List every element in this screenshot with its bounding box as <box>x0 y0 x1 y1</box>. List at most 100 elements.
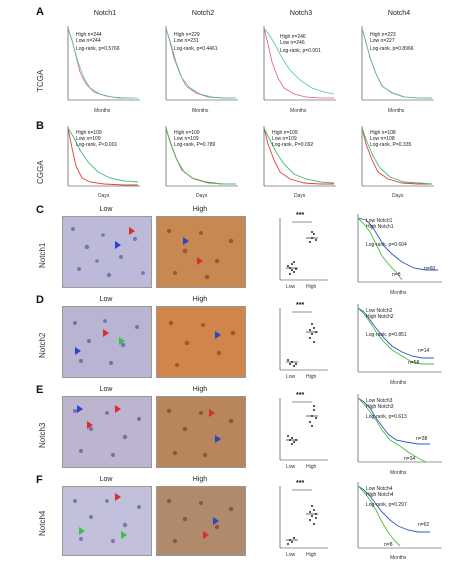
row-label-cgga: CGGA <box>36 160 45 184</box>
row-label-notch1: Notch1 <box>38 242 47 268</box>
x-axis-label: Months <box>390 555 407 561</box>
km-plot-tcga-notch4: Months High n=223 Low n=227 Log-rank, p=… <box>348 22 438 114</box>
col-head-high: High <box>192 296 208 303</box>
row-label-notch4: Notch4 <box>38 510 47 536</box>
legend-p: Log-rank, p=0.001 <box>280 48 321 54</box>
legend-high: High n=246 <box>280 34 306 40</box>
x-tick-low: Low <box>286 464 296 470</box>
km-plot-cgga-2: Days High n=109 Low n=109 Log-rank, P=0.… <box>152 122 242 200</box>
row-label-tcga: TCGA <box>36 69 45 92</box>
col-head-high: High <box>192 386 208 393</box>
n-label-b: n=58 <box>408 360 420 366</box>
dot-plot-notch2: Low High *** <box>268 302 332 391</box>
x-axis-label: Months <box>388 108 405 114</box>
x-axis-label: Months <box>94 108 111 114</box>
legend-p: Log-rank, p=0.5766 <box>76 46 120 52</box>
legend-high: High n=109 <box>76 130 102 136</box>
x-axis-label: Days <box>294 193 306 199</box>
significance-stars: *** <box>296 302 305 309</box>
x-axis-label: Months <box>192 108 209 114</box>
legend-p: Log-rank, p=0.851 <box>366 332 407 338</box>
x-axis-label: Days <box>196 193 208 199</box>
x-axis-label: Days <box>98 193 110 199</box>
km-legend: Low Notch3 High Notch3 Log-rank, p=0.613 <box>366 398 407 420</box>
km-legend: High n=244 Low n=244 Log-rank, p=0.5766 <box>76 32 120 52</box>
ihc-image-notch1-high <box>156 216 246 288</box>
gene-title-notch2: Notch2 <box>191 10 215 17</box>
ihc-image-notch4-high <box>156 486 246 556</box>
legend-high: High n=229 <box>174 32 200 38</box>
legend-low: Low Notch1 <box>366 218 393 224</box>
n-label-b: n=8 <box>384 542 393 548</box>
km-plot-cgga-3: Days High n=109 Low n=109 Log-rank, P=0.… <box>250 122 340 200</box>
significance-stars: *** <box>296 212 305 219</box>
significance-stars: *** <box>296 392 305 399</box>
panel-letter-d: D <box>36 294 44 306</box>
km-legend: Low Notch1 High Notch1 Log-rank, p=0.604 <box>366 218 407 248</box>
legend-high: High n=223 <box>370 32 396 38</box>
ihc-image-notch3-low <box>62 396 152 468</box>
legend-p: Log-rank, P=0.335 <box>370 142 412 148</box>
legend-p: Log-rank, P=0.092 <box>272 142 314 148</box>
x-tick-high: High <box>306 374 317 380</box>
n-label-b: n=34 <box>404 456 416 462</box>
km-legend: High n=109 Low n=109 Log-rank, P=0.789 <box>174 130 215 148</box>
km-svg: Days <box>263 126 336 199</box>
x-tick-high: High <box>306 464 317 470</box>
km-svg: Months <box>263 26 336 114</box>
legend-low: Low Notch4 <box>366 486 393 492</box>
km-plot-tcga-notch3: Months High n=246 Low n=246 Log-rank, p=… <box>250 22 340 114</box>
km-legend: High n=229 Low n=231 Log-rank, p=0.4461 <box>174 32 218 52</box>
km-legend: High n=246 Low n=246 Log-rank, p=0.001 <box>280 34 321 54</box>
legend-p: Log-rank, P<0.001 <box>76 142 118 148</box>
legend-high: High n=109 <box>174 130 200 136</box>
significance-stars: *** <box>296 480 305 487</box>
panel-letter-f: F <box>36 474 43 486</box>
x-tick-low: Low <box>286 552 296 558</box>
col-head-low: Low <box>99 476 113 483</box>
panel-letter-b: B <box>36 120 44 132</box>
legend-high: High Notch3 <box>366 404 394 410</box>
n-label-a: n=60 <box>424 266 436 272</box>
x-axis-label: Days <box>392 193 404 199</box>
gene-title-notch1: Notch1 <box>93 10 117 17</box>
legend-p: Log-rank, p=0.4461 <box>174 46 218 52</box>
legend-low: Low n=231 <box>174 38 199 44</box>
km-svg: Days <box>361 126 434 199</box>
km-legend: High n=108 Low n=108 Log-rank, P=0.335 <box>370 130 411 148</box>
legend-p: Log-rank, p=0.8966 <box>370 46 414 52</box>
km-plot-tcga-notch2: Months High n=229 Low n=231 Log-rank, p=… <box>152 22 242 114</box>
legend-low: Low Notch2 <box>366 308 393 314</box>
col-head-low: Low <box>99 296 113 303</box>
km-svg: Days <box>165 126 238 199</box>
legend-low: Low n=108 <box>370 136 395 142</box>
ihc-image-notch2-high <box>156 306 246 378</box>
x-tick-high: High <box>306 552 317 558</box>
km-plot-notch3: Months Low Notch3 High Notch3 Log-rank, … <box>346 390 446 478</box>
row-label-notch2: Notch2 <box>38 332 47 358</box>
legend-high: High n=108 <box>370 130 396 136</box>
km-plot-tcga-notch1: Months High n=244 Low n=244 Log-rank, p=… <box>54 22 144 114</box>
col-head-high: High <box>192 476 208 483</box>
legend-high: High n=109 <box>272 130 298 136</box>
legend-high: High Notch4 <box>366 492 394 498</box>
gene-title-notch4: Notch4 <box>387 10 411 17</box>
x-axis-label: Months <box>290 108 307 114</box>
n-label-a: n=38 <box>416 436 428 442</box>
km-svg: Months <box>361 26 434 114</box>
ihc-image-notch4-low <box>62 486 152 556</box>
x-tick-high: High <box>306 284 317 290</box>
n-label-a: n=62 <box>418 522 430 528</box>
col-head-high: High <box>192 206 208 213</box>
legend-low: Low n=227 <box>370 38 395 44</box>
panel-letter-c: C <box>36 204 44 216</box>
legend-p: Log-rank, p=0.297 <box>366 502 407 508</box>
km-svg: Months <box>67 26 140 114</box>
dot-plot-notch4: Low High *** <box>268 480 332 567</box>
panel-letter-e: E <box>36 384 44 396</box>
ihc-image-notch1-low <box>62 216 152 288</box>
legend-low: Low Notch3 <box>366 398 393 404</box>
legend-p: Log-rank, p=0.604 <box>366 242 407 248</box>
ihc-image-notch3-high <box>156 396 246 468</box>
col-head-low: Low <box>99 386 113 393</box>
